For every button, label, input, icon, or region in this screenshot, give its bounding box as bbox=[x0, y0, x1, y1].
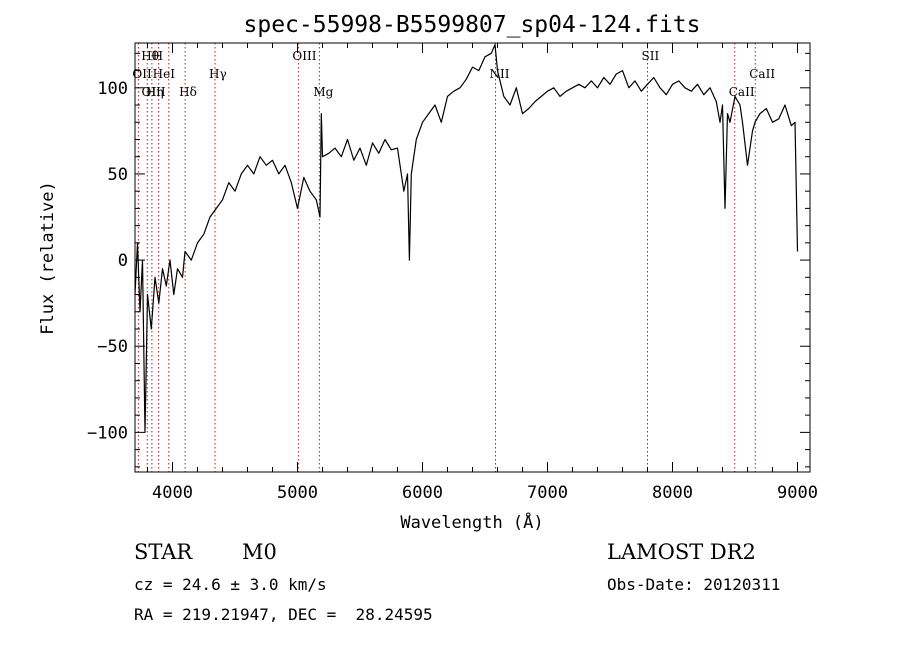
y-tick-label: 0 bbox=[118, 251, 128, 271]
x-axis: 4000 5000 6000 7000 8000 9000 bbox=[147, 43, 818, 503]
x-tick-label: 9000 bbox=[777, 483, 818, 503]
spectral-line-label: OIII bbox=[292, 49, 316, 63]
observation-date: Obs-Date: 20120311 bbox=[607, 575, 781, 594]
spectral-subclass: M0 bbox=[242, 540, 277, 564]
spectrum-series bbox=[134, 44, 799, 433]
spectral-line-label: Hη bbox=[146, 85, 164, 99]
object-class: STAR bbox=[134, 540, 193, 564]
x-tick-label: 8000 bbox=[652, 483, 693, 503]
x-tick-label: 6000 bbox=[402, 483, 443, 503]
spectral-line-label: Hθ bbox=[141, 49, 159, 63]
spectral-line-label: OIII bbox=[142, 85, 166, 99]
spectral-line-label: H bbox=[153, 49, 163, 63]
spectral-line-label: Mg bbox=[313, 85, 333, 99]
x-tick-label: 5000 bbox=[277, 483, 318, 503]
x-tick-label: 7000 bbox=[527, 483, 568, 503]
y-tick-label: −100 bbox=[87, 423, 128, 443]
survey-name: LAMOST DR2 bbox=[607, 540, 756, 564]
spectral-line-label: Hδ bbox=[179, 85, 197, 99]
spectral-line-label: HeI bbox=[153, 67, 176, 81]
spectral-line-label: NII bbox=[490, 67, 510, 81]
plot-frame bbox=[134, 42, 811, 473]
y-axis: −100 −50 0 50 100 bbox=[87, 52, 810, 468]
y-axis-label: Flux (relative) bbox=[38, 181, 58, 335]
coordinates: RA = 219.21947, DEC = 28.24595 bbox=[134, 605, 433, 624]
redshift-value: cz = 24.6 ± 3.0 km/s bbox=[134, 575, 327, 594]
spectral-line-label: CaII bbox=[729, 85, 755, 99]
line-markers bbox=[137, 43, 756, 472]
y-tick-label: 50 bbox=[108, 165, 128, 185]
spectral-line-label: CaII bbox=[749, 67, 775, 81]
spectral-line-label: Hγ bbox=[209, 67, 227, 81]
y-tick-label: 100 bbox=[97, 79, 128, 99]
y-tick-label: −50 bbox=[97, 337, 128, 357]
x-axis-label: Wavelength (Å) bbox=[400, 511, 543, 533]
chart-title: spec-55998-B5599807_sp04-124.fits bbox=[244, 12, 701, 38]
x-tick-label: 4000 bbox=[152, 483, 193, 503]
spectral-line-label: SII bbox=[642, 49, 660, 63]
